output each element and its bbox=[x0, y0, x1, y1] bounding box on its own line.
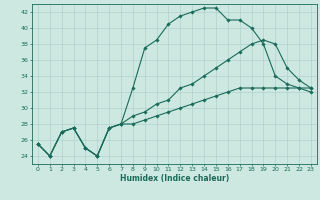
X-axis label: Humidex (Indice chaleur): Humidex (Indice chaleur) bbox=[120, 174, 229, 183]
